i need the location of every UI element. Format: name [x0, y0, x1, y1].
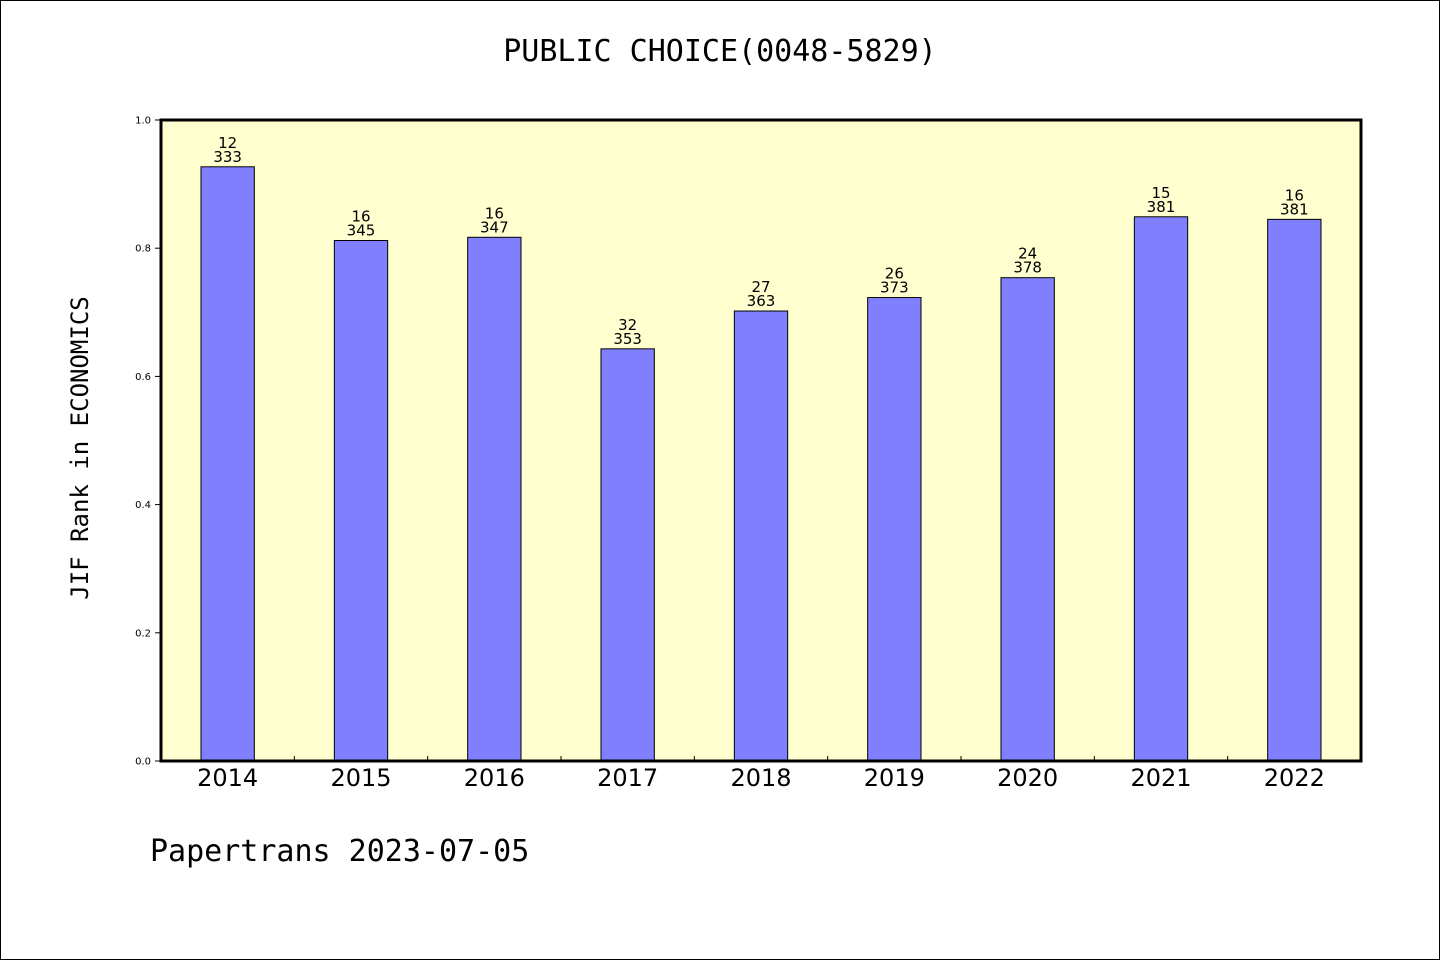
chart-title: PUBLIC CHOICE(0048-5829)	[503, 34, 937, 69]
bar-total-label: 378	[1013, 259, 1042, 277]
y-tick-label: 1.0	[135, 116, 151, 127]
bar-total-label: 333	[213, 148, 242, 166]
bar-2019	[867, 297, 922, 762]
y-tick-label: 0.0	[135, 757, 151, 768]
x-tick-label: 2018	[730, 764, 791, 792]
y-tick-label: 0.4	[135, 500, 151, 511]
footer-credit: Papertrans 2023-07-05	[150, 834, 530, 869]
bar-2015	[333, 240, 389, 762]
bar-total-label: 353	[613, 330, 642, 348]
y-tick-label: 0.2	[135, 628, 151, 639]
x-tick-label: 2015	[330, 764, 391, 792]
bar-rank-label: 16	[1285, 186, 1304, 204]
x-tick-label: 2017	[597, 764, 658, 792]
bar-2018	[733, 310, 789, 762]
bar-total-label: 363	[747, 292, 776, 310]
bar-rank-label: 24	[1018, 245, 1037, 263]
bar-rank-label: 26	[885, 265, 904, 283]
y-tick-label: 0.8	[135, 244, 151, 255]
bar-total-label: 381	[1147, 198, 1176, 216]
bar-2022	[1267, 218, 1322, 762]
bar-total-label: 373	[880, 279, 909, 297]
bar-rank-label: 12	[218, 134, 237, 152]
x-tick-label: 2022	[1264, 764, 1325, 792]
bar-2021	[1133, 216, 1189, 762]
bar-rank-label: 15	[1151, 184, 1170, 202]
bar-rank-label: 32	[618, 316, 637, 334]
x-tick-label: 2021	[1130, 764, 1191, 792]
bar-rank-label: 16	[485, 204, 504, 222]
x-tick-label: 2020	[997, 764, 1058, 792]
x-tick-label: 2016	[464, 764, 525, 792]
bar-total-label: 345	[347, 222, 376, 240]
bar-2016	[467, 236, 522, 762]
plot-border	[159, 118, 1363, 763]
x-tick-label: 2019	[864, 764, 925, 792]
x-tick-label: 2014	[197, 764, 258, 792]
bar-rank-label: 16	[351, 208, 370, 226]
y-tick-label: 0.6	[135, 372, 151, 383]
bar-2014	[200, 166, 255, 762]
bar-total-label: 381	[1280, 200, 1309, 218]
bar-total-label: 347	[480, 218, 509, 236]
bar-2020	[1000, 277, 1055, 762]
bar-2017	[600, 348, 655, 762]
bar-rank-label: 27	[751, 278, 770, 296]
